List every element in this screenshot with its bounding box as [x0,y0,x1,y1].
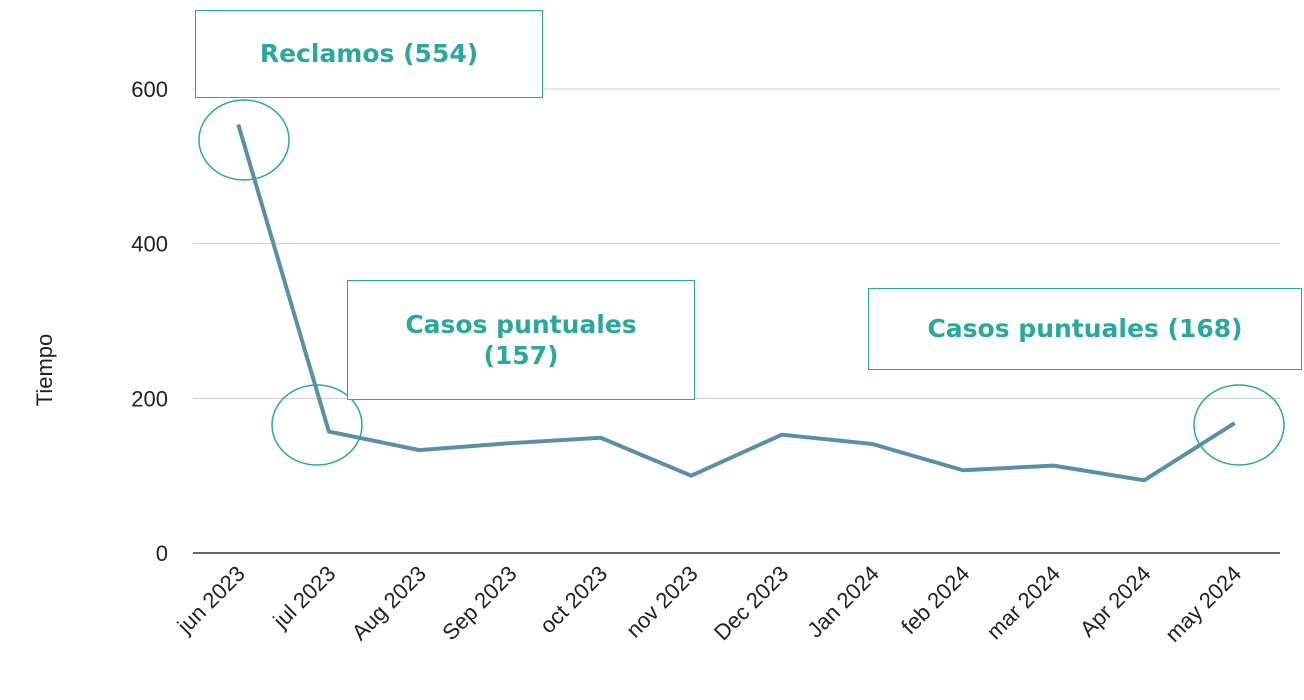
x-tick-label: feb 2024 [896,561,974,639]
x-tick-label: jun 2023 [172,561,250,639]
y-tick-label: 600 [131,77,168,102]
x-tick-label: oct 2023 [535,561,612,638]
y-axis-label: Tiempo [32,334,57,407]
x-tick-label: may 2024 [1160,561,1246,647]
x-tick-label: Dec 2023 [709,561,793,645]
line [236,124,1236,483]
highlight-circle [198,99,290,181]
y-tick-label: 0 [156,541,168,566]
x-tick-label: Apr 2024 [1075,561,1156,642]
annotation: Casos puntuales (157) [347,280,695,400]
highlight-circle [271,384,363,466]
y-tick-label: 200 [131,386,168,411]
annotation: Casos puntuales (168) [868,288,1302,370]
y-tick-label: 400 [131,232,168,257]
x-tick-label: nov 2023 [621,561,703,643]
x-tick-label: jul 2023 [268,561,341,634]
highlight-circle [1193,384,1285,466]
x-tick-label: Aug 2023 [347,561,431,645]
x-tick-label: Jan 2024 [802,561,884,643]
x-tick-label: Sep 2023 [437,561,521,645]
annotation: Reclamos (554) [195,10,543,98]
x-tick-label: mar 2024 [982,561,1065,644]
